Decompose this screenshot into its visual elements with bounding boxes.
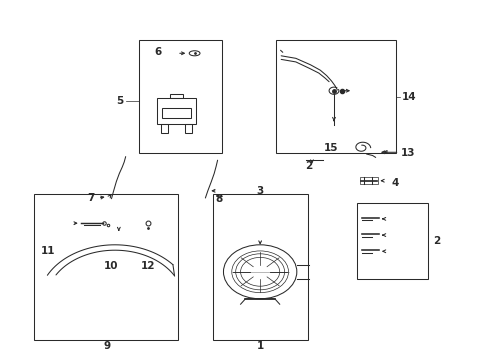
Bar [359, 177, 378, 184]
Text: 2: 2 [305, 161, 312, 171]
Text: 5: 5 [116, 96, 123, 106]
Bar [162, 108, 190, 118]
Bar [157, 98, 195, 124]
Text: 2: 2 [432, 236, 440, 246]
Text: 14: 14 [401, 92, 416, 102]
Bar [139, 40, 222, 153]
Text: 9: 9 [103, 341, 110, 351]
Text: 12: 12 [140, 261, 155, 271]
Bar [356, 203, 427, 279]
Text: 8: 8 [215, 194, 222, 204]
Text: 11: 11 [41, 246, 56, 256]
Bar [184, 124, 191, 133]
Bar [276, 40, 395, 153]
Text: 4: 4 [390, 178, 398, 188]
Bar [161, 124, 168, 133]
Text: 13: 13 [400, 148, 415, 158]
Bar [169, 94, 183, 98]
Text: 15: 15 [324, 143, 338, 153]
Text: 3: 3 [256, 186, 263, 196]
Text: 7: 7 [87, 193, 94, 203]
Text: 1: 1 [256, 341, 263, 351]
Bar [34, 194, 178, 340]
Text: 10: 10 [103, 261, 118, 271]
Bar [212, 194, 307, 340]
Text: 6: 6 [154, 47, 162, 57]
